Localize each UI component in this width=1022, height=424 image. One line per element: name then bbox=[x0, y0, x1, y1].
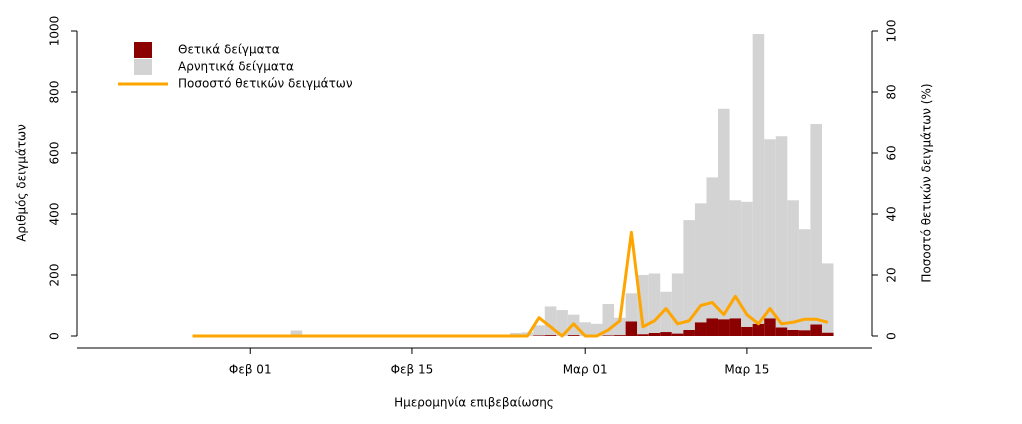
y2-tick-label: 0 bbox=[885, 332, 899, 340]
line bbox=[192, 230, 829, 338]
y-tick-label: 400 bbox=[48, 203, 62, 226]
bar bbox=[764, 318, 776, 336]
bar bbox=[683, 220, 695, 330]
legend-label: Θετικά δείγματα bbox=[178, 43, 280, 57]
bar bbox=[694, 322, 707, 336]
bar bbox=[648, 273, 661, 333]
bar bbox=[787, 329, 799, 336]
bar bbox=[602, 335, 615, 336]
bar bbox=[660, 332, 672, 336]
y-axis-title: Αριθμός δειγμάτων bbox=[15, 124, 29, 242]
x-axis-title: Ημερομηνία επιβεβαίωσης bbox=[394, 396, 554, 410]
y2-tick-label: 100 bbox=[885, 20, 899, 43]
bar bbox=[671, 273, 684, 334]
bar bbox=[556, 310, 568, 336]
bar bbox=[625, 293, 638, 322]
y-tick-label: 1000 bbox=[48, 16, 62, 47]
bar bbox=[660, 291, 672, 333]
y2-tick-label: 40 bbox=[885, 206, 899, 221]
bar bbox=[544, 335, 557, 336]
bar bbox=[787, 200, 799, 330]
y-tick-label: 600 bbox=[48, 142, 62, 165]
bar bbox=[752, 323, 765, 336]
bar bbox=[590, 323, 603, 336]
bar bbox=[821, 263, 834, 333]
bar bbox=[533, 325, 545, 336]
bar bbox=[648, 332, 661, 336]
y2-axis-title: Ποσοστό θετικών δειγμάτων (%) bbox=[920, 83, 934, 282]
bar bbox=[729, 318, 742, 336]
bar bbox=[614, 335, 626, 336]
y-tick-label: 800 bbox=[48, 81, 62, 104]
bar bbox=[775, 136, 788, 328]
bar bbox=[718, 108, 730, 320]
x-tick-label: Φεβ 15 bbox=[391, 363, 434, 377]
bar bbox=[775, 327, 788, 336]
legend-swatch bbox=[134, 59, 152, 75]
y-tick-label: 200 bbox=[48, 264, 62, 287]
bar bbox=[810, 124, 822, 325]
bar bbox=[764, 139, 776, 319]
legend-label: Ποσοστό θετικών δειγμάτων bbox=[178, 77, 353, 91]
x-tick-label: Φεβ 01 bbox=[229, 363, 272, 377]
bar bbox=[798, 330, 811, 336]
bar bbox=[602, 303, 615, 336]
bar bbox=[637, 334, 649, 336]
bar bbox=[544, 306, 557, 336]
bar bbox=[637, 275, 649, 335]
legend-swatch bbox=[134, 42, 152, 58]
bar bbox=[614, 317, 626, 336]
y-tick-label: 0 bbox=[48, 332, 62, 340]
x-tick-label: Μαρ 15 bbox=[724, 363, 769, 377]
bar bbox=[290, 330, 303, 336]
bar bbox=[821, 332, 834, 336]
bar bbox=[510, 332, 522, 336]
y2-tick-label: 80 bbox=[885, 84, 899, 99]
bar bbox=[729, 200, 742, 319]
bar bbox=[752, 34, 765, 324]
bar bbox=[741, 326, 753, 336]
x-tick-label: Μαρ 01 bbox=[563, 363, 608, 377]
y2-tick-label: 60 bbox=[885, 145, 899, 160]
bar bbox=[706, 318, 719, 336]
bar bbox=[671, 333, 684, 336]
bar bbox=[579, 322, 591, 336]
bar bbox=[625, 321, 638, 336]
bar bbox=[683, 329, 695, 336]
bar bbox=[694, 203, 707, 323]
bar bbox=[567, 335, 580, 336]
bar bbox=[718, 319, 730, 336]
legend-label: Αρνητικά δείγματα bbox=[178, 60, 294, 74]
bar bbox=[533, 335, 545, 336]
bar bbox=[810, 324, 822, 336]
bar bbox=[706, 177, 719, 319]
y2-tick-label: 20 bbox=[885, 267, 899, 282]
bar bbox=[741, 201, 753, 327]
bar bbox=[798, 229, 811, 331]
